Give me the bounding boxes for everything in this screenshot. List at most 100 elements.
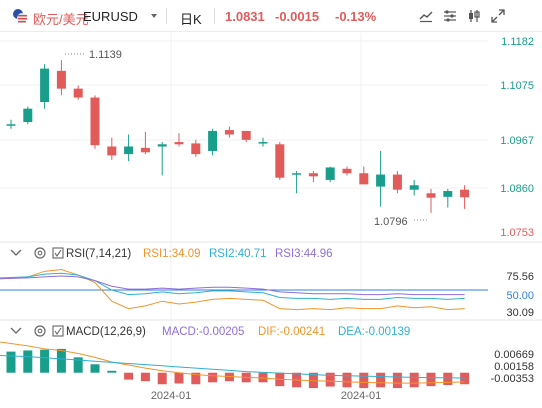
candle[interactable] (409, 179, 419, 196)
rsi-tick-label: 75.56 (506, 271, 534, 283)
candle[interactable] (73, 85, 83, 100)
x-axis-date-label: 2024-01 (341, 390, 381, 402)
candle-body (23, 108, 33, 123)
macd-bar (157, 372, 167, 385)
rsi-collapse-icon[interactable] (10, 249, 22, 256)
price-change-pct: -0.13% (335, 9, 377, 24)
macd-bar (107, 370, 117, 373)
rsi-toggle-icon[interactable] (52, 247, 64, 259)
rsi-line-2 (0, 272, 465, 300)
macd-tick-label: 0.00669 (494, 349, 534, 361)
price-tick-label: 1.1182 (501, 36, 534, 48)
candle[interactable] (174, 133, 184, 147)
candle[interactable] (292, 171, 302, 194)
rsi-settings-icon[interactable] (34, 247, 46, 259)
candle[interactable] (241, 130, 251, 143)
macd-bar (409, 372, 419, 388)
candle[interactable] (308, 171, 318, 183)
candle-style-icon[interactable] (466, 9, 482, 23)
candle[interactable] (23, 106, 33, 125)
candle[interactable] (376, 150, 386, 207)
dropdown-caret-icon[interactable] (151, 14, 157, 18)
candle-body (325, 167, 335, 180)
candle-body (224, 130, 234, 135)
candle[interactable] (107, 137, 117, 160)
macd-toggle-icon[interactable] (52, 325, 64, 337)
candle-body (107, 146, 117, 156)
macd-value: MACD:-0.00205 (162, 326, 244, 338)
candle-body (6, 124, 16, 126)
candle-body (460, 189, 470, 198)
macd-tick-label: 0.00158 (494, 361, 534, 373)
candle[interactable] (443, 188, 453, 208)
rsi-indicator-label: RSI(7,14,21) (66, 248, 131, 260)
macd-bar (73, 357, 83, 373)
chart-toolbar: 欧元/美元 EURUSD 日K 1.0831 -0.0015 -0.13% (0, 0, 542, 32)
low-price-label: 1.0796 (374, 216, 408, 228)
candle[interactable] (460, 185, 470, 209)
candle[interactable] (325, 166, 335, 183)
price-tick-label: 1.0967 (500, 135, 534, 147)
last-price: 1.0831 (225, 9, 265, 24)
candle[interactable] (157, 142, 167, 176)
dea-value: DEA:-0.00139 (338, 326, 410, 338)
macd-settings-icon[interactable] (34, 325, 46, 337)
rsi-tick-label: 30.09 (506, 307, 534, 319)
macd-bar (90, 364, 100, 373)
candle[interactable] (140, 131, 150, 155)
candle[interactable] (224, 126, 234, 138)
candle-body (124, 146, 134, 155)
macd-bar (325, 372, 335, 387)
candle[interactable] (275, 142, 285, 180)
macd-bar (191, 372, 201, 385)
macd-bar (56, 348, 66, 373)
candle-body (40, 68, 50, 102)
candle[interactable] (426, 188, 436, 213)
candle-body (359, 173, 369, 185)
macd-bar (258, 372, 268, 383)
macd-bar (6, 351, 16, 373)
period-selector[interactable]: 日K (180, 12, 202, 27)
macd-bar (124, 372, 134, 380)
candle[interactable] (392, 171, 402, 194)
rsi-line-3 (0, 275, 465, 296)
rsi1-value: RSI1:34.09 (143, 248, 201, 260)
rsi2-value: RSI2:40.71 (209, 248, 267, 260)
candle-body (241, 130, 251, 140)
macd-chart[interactable]: MACD(12,26,9) MACD:-0.00205 DIF:-0.00241… (0, 325, 534, 389)
candle[interactable] (56, 60, 66, 96)
macd-bar (376, 372, 386, 388)
rsi-chart[interactable]: RSI(7,14,21) RSI1:34.09 RSI2:40.71 RSI3:… (0, 247, 534, 319)
candle-body (90, 97, 100, 146)
macd-bar (460, 372, 470, 385)
candle-body (292, 173, 302, 175)
expand-icon[interactable] (490, 9, 506, 23)
candle-body (342, 168, 352, 174)
pair-code[interactable]: EURUSD (83, 9, 138, 24)
candle-body (308, 173, 318, 177)
candle-body (258, 142, 268, 144)
macd-collapse-icon[interactable] (10, 327, 22, 334)
price-change: -0.0015 (275, 9, 320, 24)
settings-slider-icon[interactable] (442, 9, 458, 23)
candle[interactable] (40, 64, 50, 109)
candle-body (376, 174, 386, 187)
macd-bar (392, 372, 402, 389)
candle[interactable] (124, 134, 134, 162)
candle[interactable] (342, 166, 352, 176)
line-style-icon[interactable] (418, 9, 434, 23)
candle[interactable] (191, 139, 201, 157)
macd-bar (208, 372, 218, 383)
candle[interactable] (258, 137, 268, 147)
candle[interactable] (90, 95, 100, 149)
candle[interactable] (208, 128, 218, 156)
candle-body (443, 191, 453, 197)
macd-bar (426, 372, 436, 387)
price-chart[interactable]: 1.1182 1.1075 1.0967 1.0860 1.0753 1.113… (0, 33, 534, 395)
candle[interactable] (359, 166, 369, 185)
macd-tick-label: -0.00353 (491, 373, 534, 385)
macd-bar (140, 372, 150, 382)
pair-name[interactable]: 欧元/美元 (33, 12, 89, 27)
candle[interactable] (6, 119, 16, 129)
